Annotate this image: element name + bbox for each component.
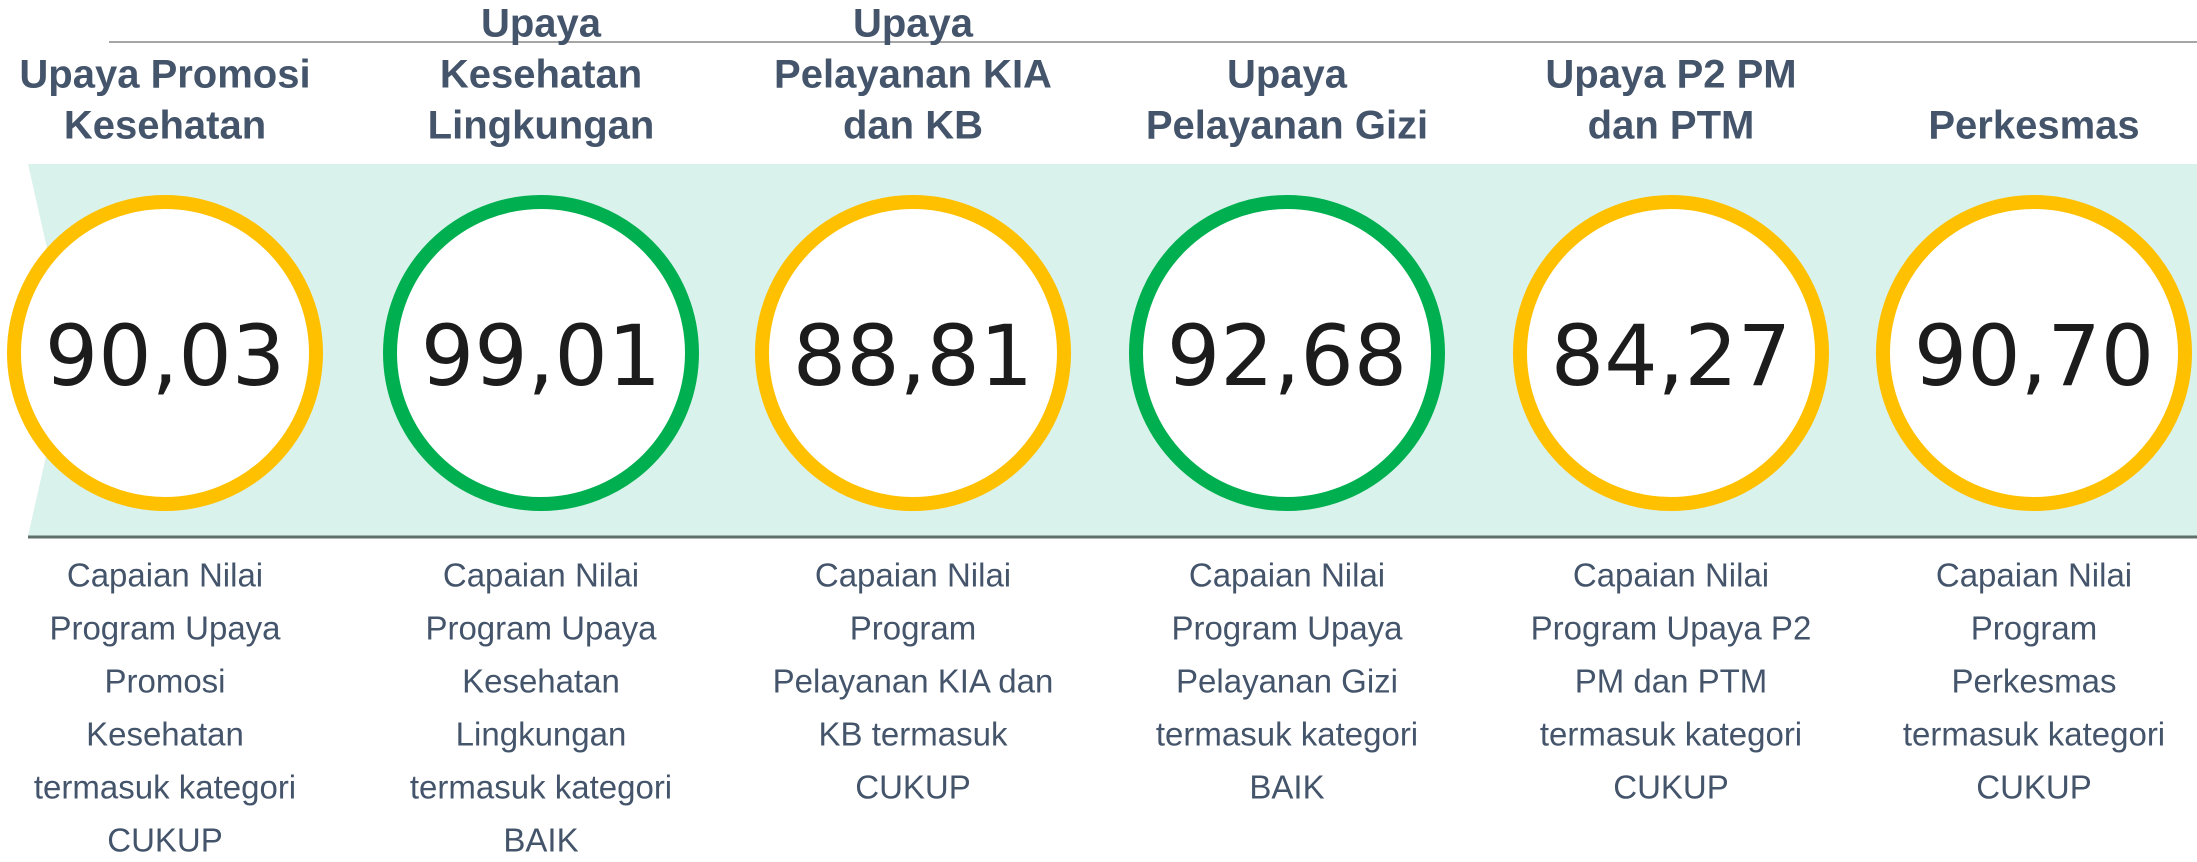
score-circle xyxy=(755,195,1071,511)
item-description: Program Upaya P2 xyxy=(1531,610,1812,647)
item-description: Capaian Nilai xyxy=(1573,557,1769,594)
score-value: 92,68 xyxy=(1167,307,1407,405)
item-description: CUKUP xyxy=(855,769,971,806)
item-title: Pelayanan KIA xyxy=(774,53,1052,97)
item-description: termasuk kategori xyxy=(410,769,672,806)
item-title: Upaya xyxy=(1227,53,1348,97)
item-description: Capaian Nilai xyxy=(1936,557,2132,594)
item-title: Pelayanan Gizi xyxy=(1146,104,1428,148)
item-title: Upaya Promosi xyxy=(19,53,310,97)
item-description: Perkesmas xyxy=(1951,663,2116,700)
score-circle xyxy=(1876,195,2192,511)
item-description: Capaian Nilai xyxy=(443,557,639,594)
item-description: BAIK xyxy=(1249,769,1324,806)
item-description: Promosi xyxy=(104,663,225,700)
item-description: termasuk kategori xyxy=(1903,716,2165,753)
band xyxy=(28,164,2197,536)
item-description: BAIK xyxy=(503,822,578,859)
item-title: dan PTM xyxy=(1588,104,1755,148)
item-title: Kesehatan xyxy=(440,53,642,97)
item-title: dan KB xyxy=(843,104,983,148)
item-description: Lingkungan xyxy=(456,716,627,753)
score-value: 84,27 xyxy=(1551,307,1791,405)
score-value: 99,01 xyxy=(421,307,661,405)
item-title: Upaya xyxy=(853,2,974,46)
item-title: Lingkungan xyxy=(428,104,655,148)
item-description: Program Upaya xyxy=(1171,610,1403,647)
item-description: CUKUP xyxy=(1976,769,2092,806)
item-description: Pelayanan Gizi xyxy=(1176,663,1398,700)
item-title: Perkesmas xyxy=(1928,104,2139,148)
item-description: Program Upaya xyxy=(49,610,281,647)
score-circle xyxy=(7,195,323,511)
item-title: Upaya P2 PM xyxy=(1545,53,1796,97)
item-description: Program xyxy=(850,610,977,647)
score-value: 90,70 xyxy=(1914,307,2154,405)
item-description: Pelayanan KIA dan xyxy=(773,663,1054,700)
item-description: termasuk kategori xyxy=(34,769,296,806)
item-title: Kesehatan xyxy=(64,104,266,148)
item-description: CUKUP xyxy=(1613,769,1729,806)
item-description: Kesehatan xyxy=(86,716,244,753)
score-circle xyxy=(1129,195,1445,511)
item-title: Upaya xyxy=(481,2,602,46)
item-description: Capaian Nilai xyxy=(67,557,263,594)
item-description: Program xyxy=(1971,610,2098,647)
item-description: Program Upaya xyxy=(425,610,657,647)
item-description: termasuk kategori xyxy=(1156,716,1418,753)
score-circle xyxy=(383,195,699,511)
score-circle xyxy=(1513,195,1829,511)
item-description: Capaian Nilai xyxy=(1189,557,1385,594)
item-description: Capaian Nilai xyxy=(815,557,1011,594)
item-description: termasuk kategori xyxy=(1540,716,1802,753)
item-description: CUKUP xyxy=(107,822,223,859)
item-description: Kesehatan xyxy=(462,663,620,700)
score-value: 88,81 xyxy=(793,307,1033,405)
item-description: KB termasuk xyxy=(819,716,1008,753)
score-value: 90,03 xyxy=(45,307,285,405)
item-description: PM dan PTM xyxy=(1575,663,1768,700)
